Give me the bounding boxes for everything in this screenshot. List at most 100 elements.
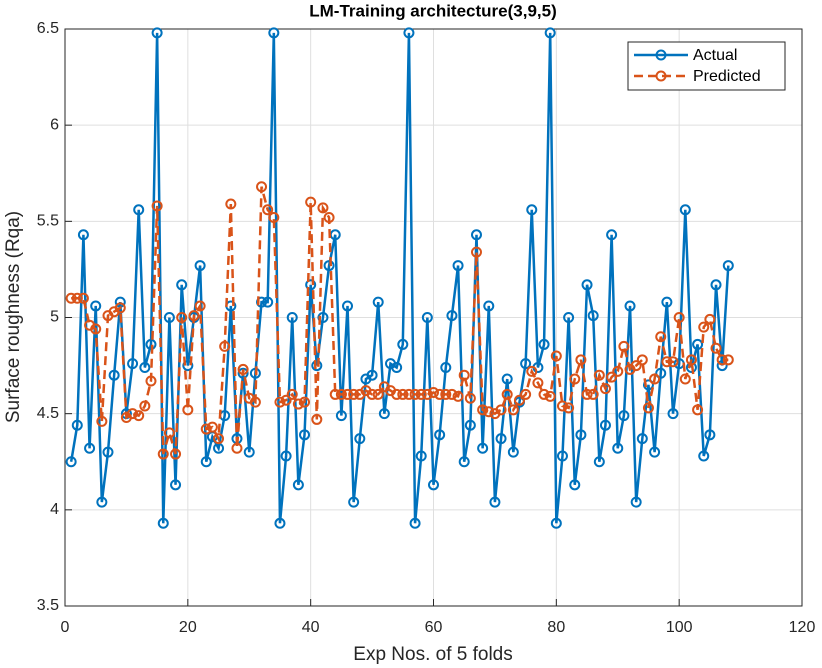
- data-point: [495, 433, 507, 445]
- data-point: [710, 342, 722, 354]
- data-point: [563, 312, 575, 323]
- data-point: [90, 300, 102, 312]
- data-point: [544, 27, 556, 39]
- data-point: [84, 442, 96, 454]
- data-point: [575, 429, 587, 441]
- data-point: [483, 300, 495, 312]
- data-point: [624, 300, 636, 312]
- data-point: [636, 354, 648, 366]
- data-point: [182, 404, 194, 416]
- data-point: [470, 229, 482, 241]
- data-point: [722, 354, 734, 366]
- data-point: [77, 229, 89, 241]
- data-point: [335, 410, 347, 422]
- data-point: [348, 388, 360, 400]
- data-point: [704, 313, 716, 325]
- data-point: [127, 408, 139, 420]
- data-point: [630, 360, 642, 372]
- data-point: [612, 442, 624, 454]
- data-point: [606, 229, 618, 241]
- y-tick-label: 3.5: [37, 597, 59, 614]
- data-point: [96, 496, 108, 508]
- data-point: [710, 279, 722, 291]
- data-point: [636, 433, 648, 445]
- data-point: [458, 369, 470, 381]
- data-point: [464, 392, 476, 404]
- data-point: [139, 362, 151, 374]
- data-point: [249, 396, 261, 408]
- data-point: [372, 296, 384, 308]
- data-point: [237, 363, 249, 375]
- data-point: [593, 369, 605, 381]
- data-point: [139, 400, 151, 412]
- y-tick-label: 4.5: [37, 405, 59, 422]
- data-point: [243, 446, 255, 458]
- data-point: [477, 404, 489, 416]
- data-point: [464, 419, 476, 431]
- x-tick-label: 40: [302, 619, 320, 636]
- y-tick-label: 5.5: [37, 213, 59, 230]
- data-point: [655, 331, 667, 343]
- legend-marker: [655, 49, 667, 61]
- data-point: [194, 260, 206, 272]
- data-point: [428, 479, 439, 491]
- data-point: [90, 323, 102, 335]
- data-point: [544, 390, 556, 402]
- data-point: [458, 456, 470, 468]
- data-point: [483, 406, 495, 418]
- x-axis-label: Exp Nos. of 5 folds: [353, 644, 512, 665]
- data-point: [65, 456, 77, 468]
- data-point: [292, 479, 304, 491]
- data-point: [526, 204, 538, 216]
- data-point: [501, 388, 513, 400]
- x-tick-label: 100: [666, 619, 693, 636]
- data-point: [452, 260, 464, 272]
- data-point: [262, 296, 274, 308]
- data-point: [163, 312, 175, 323]
- data-point: [274, 517, 286, 529]
- data-point: [145, 375, 157, 387]
- data-point: [661, 296, 673, 308]
- data-point: [569, 479, 581, 491]
- y-tick-label: 6.5: [37, 20, 59, 37]
- data-point: [501, 373, 513, 385]
- data-point: [612, 365, 624, 377]
- data-point: [372, 388, 384, 400]
- data-point: [520, 358, 532, 370]
- data-point: [722, 260, 734, 272]
- data-point: [133, 204, 145, 216]
- data-point: [526, 365, 538, 377]
- data-point: [366, 388, 378, 400]
- data-point: [280, 394, 292, 406]
- data-point: [667, 408, 679, 420]
- data-point: [335, 388, 347, 400]
- data-point: [317, 312, 329, 323]
- data-point: [569, 373, 581, 385]
- legend-label: Predicted: [693, 68, 761, 85]
- data-point: [163, 427, 175, 439]
- data-point: [581, 388, 593, 400]
- data-point: [151, 27, 163, 39]
- data-point: [354, 433, 366, 445]
- data-point: [642, 402, 654, 414]
- data-point: [606, 371, 618, 383]
- data-point: [704, 429, 716, 441]
- data-point: [311, 360, 323, 372]
- data-point: [170, 479, 182, 491]
- data-point: [716, 360, 728, 372]
- data-point: [489, 496, 501, 508]
- data-point: [649, 373, 661, 385]
- data-point: [71, 419, 83, 431]
- data-point: [599, 419, 611, 431]
- data-point: [71, 292, 83, 304]
- data-point: [679, 204, 691, 216]
- data-point: [299, 429, 311, 441]
- data-point: [495, 404, 507, 416]
- data-point: [415, 450, 427, 462]
- data-point: [507, 404, 519, 416]
- data-point: [421, 388, 433, 400]
- legend-marker: [655, 70, 667, 82]
- axes-box: [64, 28, 803, 607]
- data-point: [391, 362, 403, 374]
